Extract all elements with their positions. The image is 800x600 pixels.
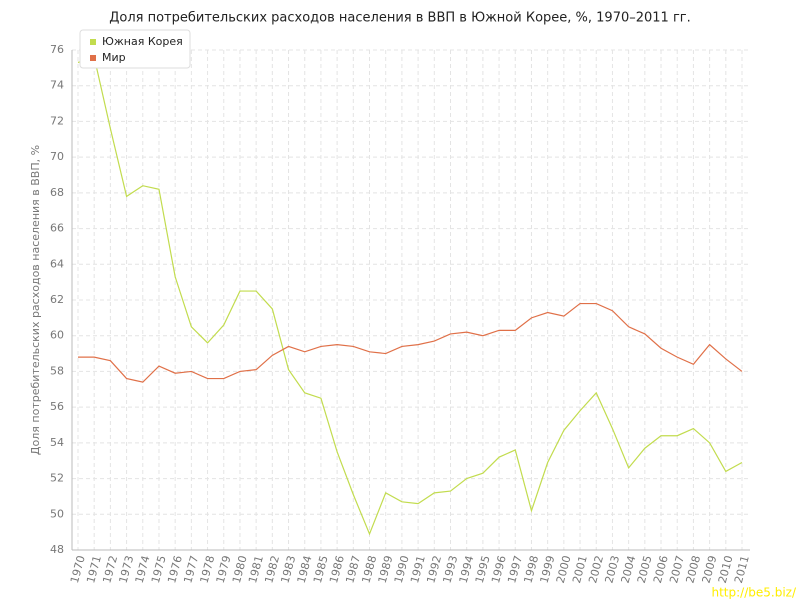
y-axis-label: Доля потребительских расходов населения …: [29, 145, 42, 455]
y-tick-label: 68: [50, 186, 64, 199]
legend-swatch: [90, 39, 96, 45]
y-tick-label: 54: [50, 436, 64, 449]
y-tick-label: 70: [50, 150, 64, 163]
y-tick-label: 74: [50, 79, 64, 92]
y-tick-label: 48: [50, 543, 64, 556]
y-tick-label: 72: [50, 114, 64, 127]
y-tick-label: 66: [50, 222, 64, 235]
line-series: [77, 56, 743, 536]
y-tick-label: 52: [50, 472, 64, 485]
y-tick-label: 60: [50, 329, 64, 342]
y-tick-label: 50: [50, 507, 64, 520]
legend-box: [79, 29, 191, 69]
watermark: http://be5.biz/: [711, 586, 796, 600]
legend-swatch: [90, 55, 96, 61]
y-tick-label: 58: [50, 364, 64, 377]
y-tick-label: 64: [50, 257, 64, 270]
legend-label: Мир: [102, 51, 126, 64]
y-tick-label: 76: [50, 43, 64, 56]
y-tick-label: 62: [50, 293, 64, 306]
line-series: [78, 302, 743, 383]
legend-label: Южная Корея: [102, 35, 183, 48]
y-tick-label: 56: [50, 400, 64, 413]
chart-title: Доля потребительских расходов населения …: [109, 11, 691, 26]
